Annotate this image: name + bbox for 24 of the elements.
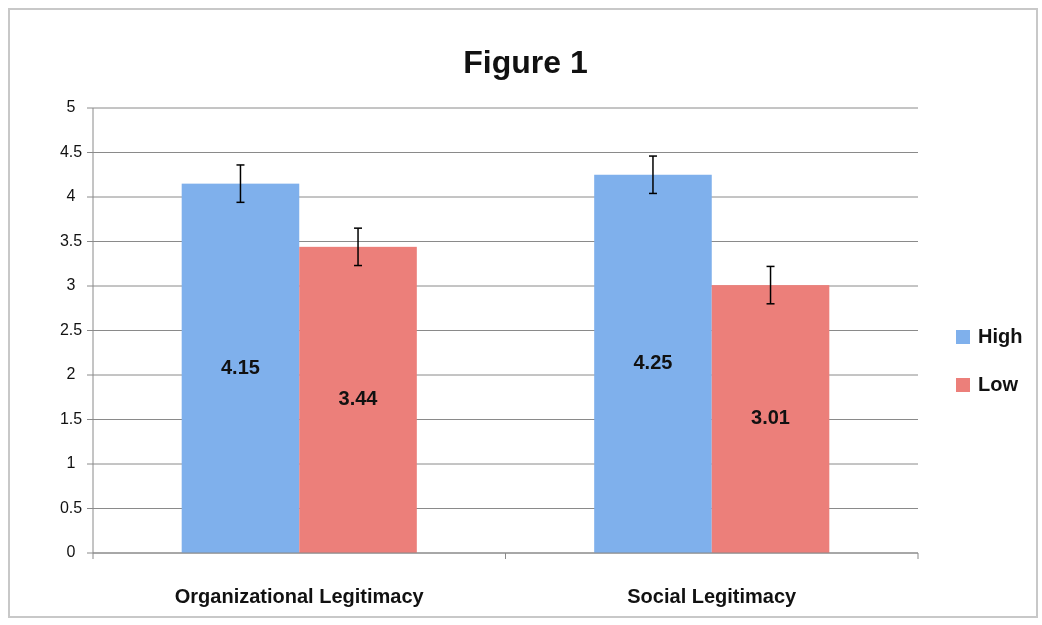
bar [299, 246, 417, 553]
y-tick-label: 3.5 [59, 231, 83, 249]
y-tick-label: 4.5 [59, 142, 83, 160]
y-tick-label: 5 [66, 98, 76, 116]
chart-title: Figure 1 [463, 44, 588, 80]
data-label: 3.44 [338, 387, 379, 410]
data-label: 4.25 [633, 351, 673, 374]
data-label: 3.01 [751, 406, 790, 429]
y-tick-label: 2 [66, 365, 76, 383]
bar [711, 285, 830, 553]
legend-label: High [978, 325, 1023, 348]
y-tick-label: 2.5 [59, 320, 83, 338]
y-tick-label: 4 [66, 187, 76, 205]
y-tick-label: 3 [66, 276, 76, 294]
x-tick-label: Social Legitimacy [627, 585, 798, 607]
y-tick-label: 1.5 [59, 409, 83, 427]
bar [181, 183, 300, 553]
bar [594, 174, 712, 553]
y-tick-label: 0 [66, 543, 76, 561]
data-label: 4.15 [221, 355, 260, 378]
x-tick-label: Organizational Legitimacy [174, 585, 425, 607]
legend-label: Low [978, 373, 1019, 396]
y-tick-label: 1 [66, 454, 76, 472]
y-tick-label: 0.5 [59, 498, 83, 516]
